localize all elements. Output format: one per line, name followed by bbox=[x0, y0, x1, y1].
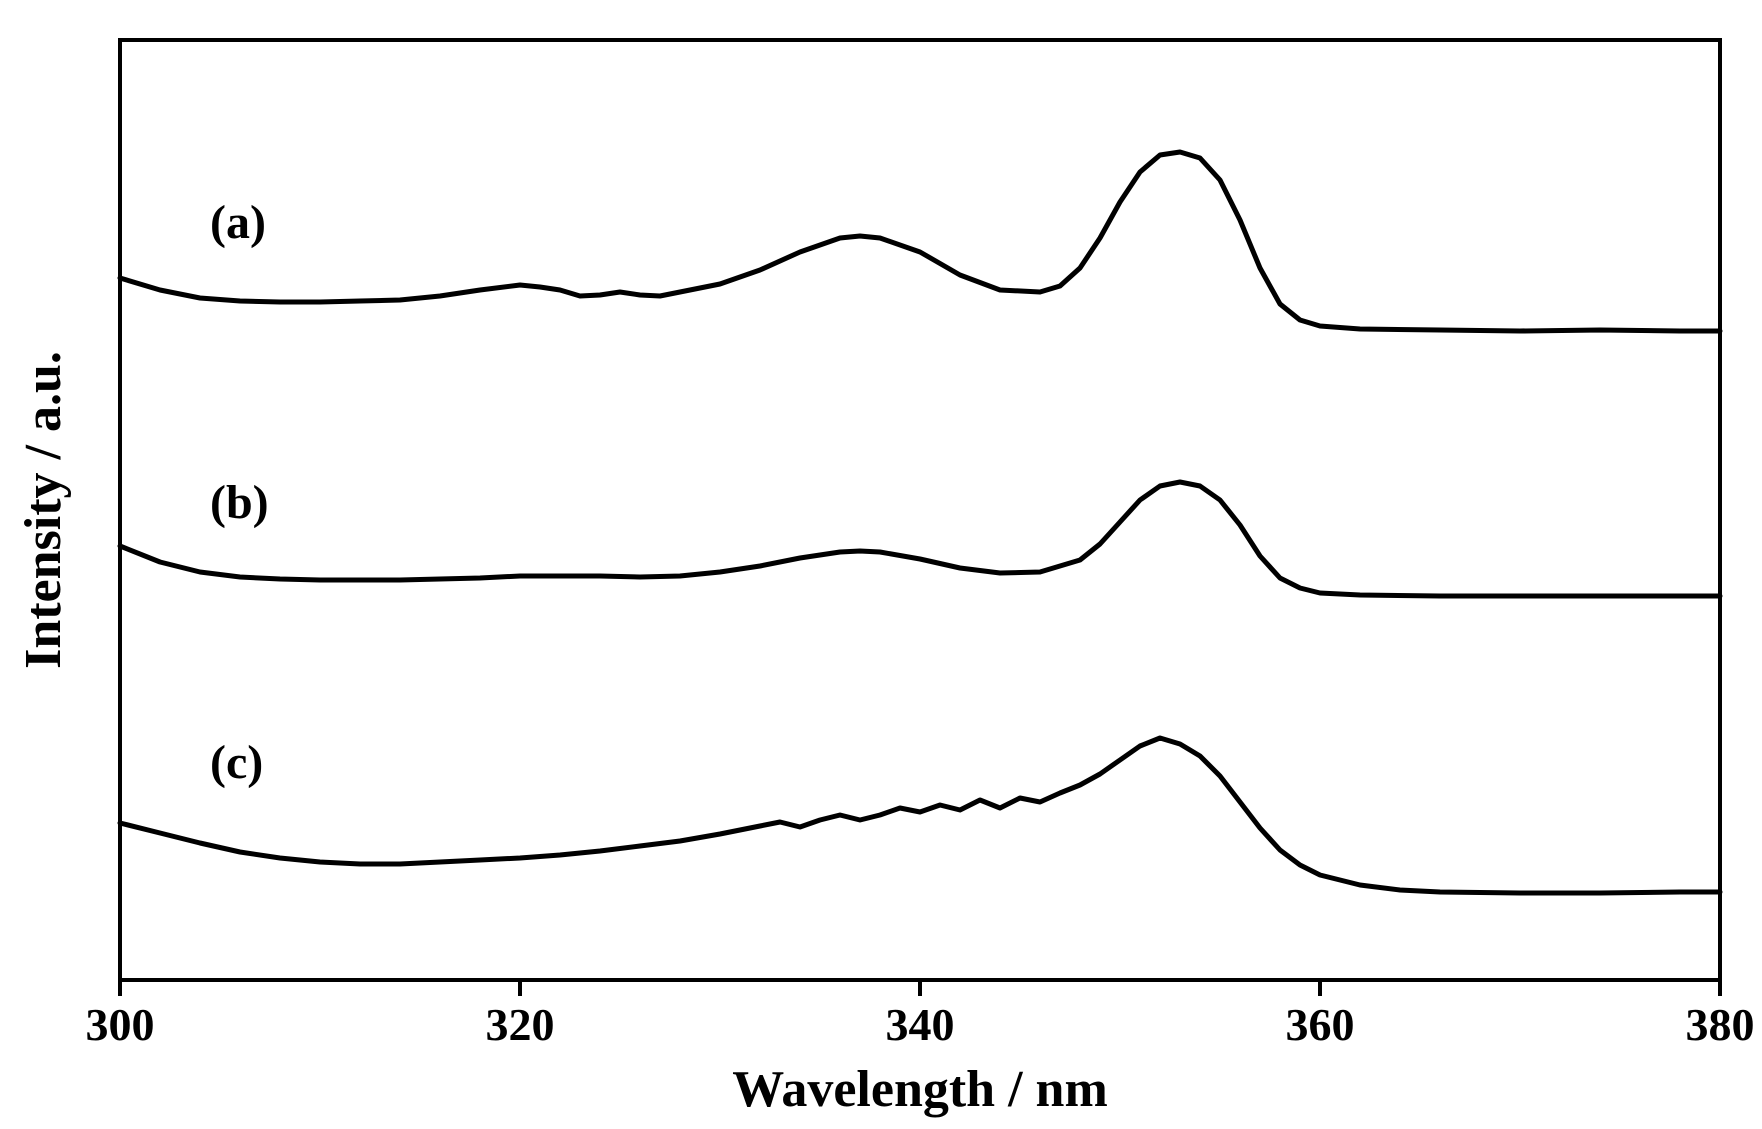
x-tick-label: 300 bbox=[86, 999, 155, 1050]
series-label-b: (b) bbox=[210, 476, 269, 529]
chart-svg: 300 320 340 360 380 Wavelength / nm Intensity … bbox=[0, 0, 1762, 1129]
series-label-a: (a) bbox=[210, 196, 266, 249]
series-line-c bbox=[120, 738, 1720, 893]
x-tick-label: 380 bbox=[1686, 999, 1755, 1050]
plot-frame bbox=[120, 40, 1720, 980]
x-tick-label: 320 bbox=[486, 999, 555, 1050]
series-label-c: (c) bbox=[210, 736, 263, 789]
series-line-a bbox=[120, 152, 1720, 331]
x-tick-label: 340 bbox=[886, 999, 955, 1050]
spectra-chart: 300 320 340 360 380 Wavelength / nm Intensity … bbox=[0, 0, 1762, 1129]
series-line-b bbox=[120, 482, 1720, 596]
x-axis-title: Wavelength / nm bbox=[732, 1061, 1108, 1118]
x-tick-label: 360 bbox=[1286, 999, 1355, 1050]
y-axis-title: Intensity / a.u. bbox=[15, 351, 72, 669]
